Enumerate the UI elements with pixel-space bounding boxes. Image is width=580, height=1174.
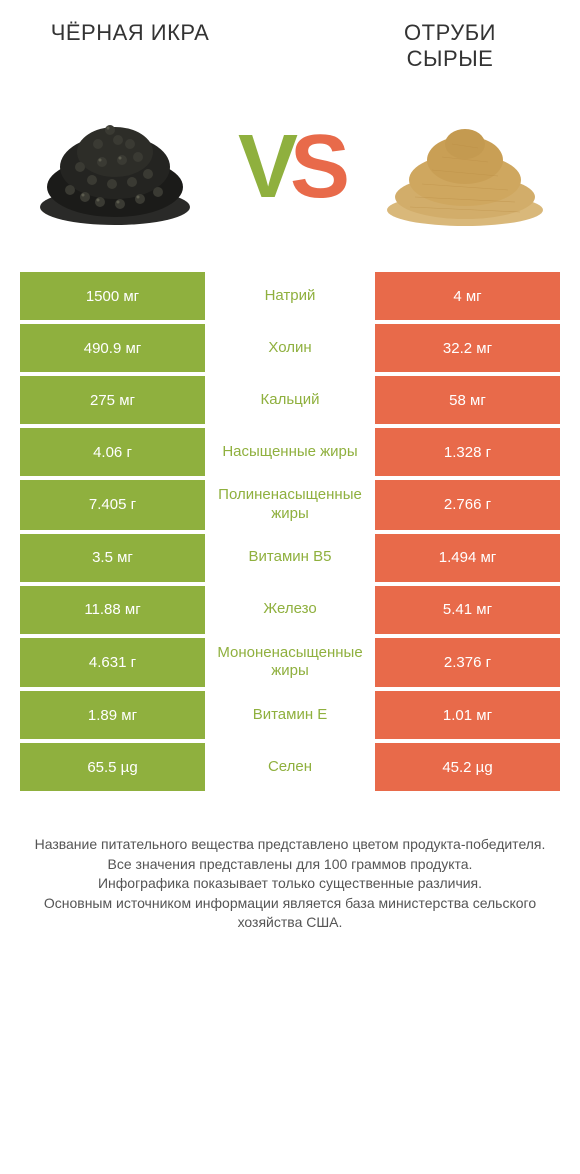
right-value: 5.41 мг [375, 586, 560, 634]
right-value: 45.2 µg [375, 743, 560, 791]
right-value: 2.766 г [375, 480, 560, 530]
left-value: 490.9 мг [20, 324, 205, 372]
nutrient-label: Кальций [205, 376, 375, 424]
nutrient-label: Холин [205, 324, 375, 372]
right-value: 1.328 г [375, 428, 560, 476]
table-row: 65.5 µgСелен45.2 µg [20, 743, 560, 791]
right-value: 1.494 мг [375, 534, 560, 582]
right-product-title: ОТРУБИ СЫРЫЕ [360, 20, 540, 72]
header: ЧЁРНАЯ ИКРА ОТРУБИ СЫРЫЕ [0, 0, 580, 72]
nutrient-label: Полиненасыщенные жиры [205, 480, 375, 530]
left-value: 1.89 мг [20, 691, 205, 739]
left-value: 11.88 мг [20, 586, 205, 634]
left-value: 275 мг [20, 376, 205, 424]
vs-s: S [290, 117, 342, 217]
table-row: 1500 мгНатрий4 мг [20, 272, 560, 320]
nutrient-label: Мононенасыщенные жиры [205, 638, 375, 688]
table-row: 275 мгКальций58 мг [20, 376, 560, 424]
vs-v: V [238, 117, 290, 217]
left-product-title: ЧЁРНАЯ ИКРА [40, 20, 220, 72]
table-row: 11.88 мгЖелезо5.41 мг [20, 586, 560, 634]
right-value: 32.2 мг [375, 324, 560, 372]
right-value: 58 мг [375, 376, 560, 424]
table-row: 490.9 мгХолин32.2 мг [20, 324, 560, 372]
footer-line-3: Инфографика показывает только существенн… [20, 874, 560, 894]
nutrient-label: Натрий [205, 272, 375, 320]
left-value: 7.405 г [20, 480, 205, 530]
nutrient-label: Витамин B5 [205, 534, 375, 582]
caviar-image [30, 102, 200, 232]
nutrient-label: Насыщенные жиры [205, 428, 375, 476]
left-value: 4.06 г [20, 428, 205, 476]
nutrient-label: Селен [205, 743, 375, 791]
footer-line-2: Все значения представлены для 100 граммо… [20, 855, 560, 875]
table-row: 3.5 мгВитамин B51.494 мг [20, 534, 560, 582]
left-value: 3.5 мг [20, 534, 205, 582]
right-value: 1.01 мг [375, 691, 560, 739]
table-row: 1.89 мгВитамин E1.01 мг [20, 691, 560, 739]
vs-label: VS [238, 122, 342, 212]
product-images-row: VS [0, 72, 580, 272]
right-value: 2.376 г [375, 638, 560, 688]
table-row: 4.631 гМононенасыщенные жиры2.376 г [20, 638, 560, 688]
nutrient-label: Витамин E [205, 691, 375, 739]
footer-notes: Название питательного вещества представл… [0, 795, 580, 933]
footer-line-4: Основным источником информации является … [20, 894, 560, 933]
left-value: 4.631 г [20, 638, 205, 688]
footer-line-1: Название питательного вещества представл… [20, 835, 560, 855]
bran-image [380, 102, 550, 232]
left-value: 65.5 µg [20, 743, 205, 791]
table-row: 7.405 гПолиненасыщенные жиры2.766 г [20, 480, 560, 530]
table-row: 4.06 гНасыщенные жиры1.328 г [20, 428, 560, 476]
left-value: 1500 мг [20, 272, 205, 320]
nutrient-label: Железо [205, 586, 375, 634]
right-value: 4 мг [375, 272, 560, 320]
comparison-table: 1500 мгНатрий4 мг490.9 мгХолин32.2 мг275… [0, 272, 580, 791]
